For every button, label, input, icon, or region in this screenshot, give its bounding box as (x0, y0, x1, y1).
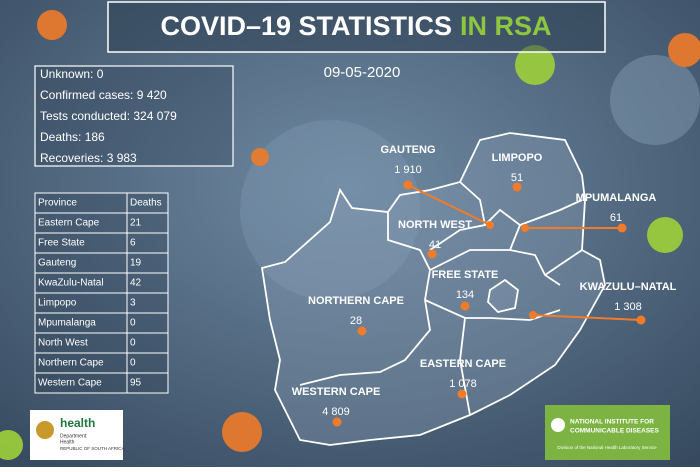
table-deaths: 95 (130, 378, 142, 389)
table-deaths: 6 (130, 238, 136, 249)
province-dot (521, 224, 529, 232)
province-name: LIMPOPO (492, 152, 543, 164)
province-name: MPUMALANGA (576, 192, 657, 204)
map (260, 132, 606, 446)
leader-line (532, 314, 642, 321)
table-province: Eastern Cape (38, 218, 100, 229)
province-name: GAUTENG (381, 144, 436, 156)
table-province: Western Cape (38, 378, 102, 389)
table-deaths: 21 (130, 218, 142, 229)
province-cases: 1 910 (394, 164, 422, 176)
province-cases: 28 (350, 315, 362, 327)
province-cases: 51 (511, 172, 523, 184)
province-name: KWAZULU–NATAL (580, 281, 677, 293)
province-cases: 41 (429, 239, 441, 251)
table-province: North West (38, 338, 88, 349)
nicd-logo: NATIONAL INSTITUTE FOR COMMUNICABLE DISE… (545, 405, 670, 460)
table-province: Limpopo (38, 298, 77, 309)
title: COVID–19 STATISTICS IN RSA (160, 11, 551, 41)
table-deaths: 0 (130, 318, 136, 329)
table-deaths: 19 (130, 258, 142, 269)
decorations (0, 10, 700, 460)
summary-line: Tests conducted: 324 079 (40, 109, 177, 123)
province-dot (357, 326, 367, 336)
province-dot (529, 311, 537, 319)
province-cases: 61 (610, 212, 622, 224)
province-cases: 1 078 (449, 378, 477, 390)
table-province: Mpumalanga (38, 318, 96, 329)
title-main: COVID–19 STATISTICS (160, 11, 452, 41)
table-province: Gauteng (38, 258, 76, 269)
table-deaths: 0 (130, 338, 136, 349)
province-name: NORTH WEST (398, 219, 472, 231)
province-dot (427, 249, 437, 259)
summary-line: Confirmed cases: 9 420 (40, 88, 167, 102)
province-name: NORTHERN CAPE (308, 295, 404, 307)
date: 09-05-2020 (324, 64, 401, 81)
health-line: Health (60, 439, 75, 445)
health-name: health (60, 416, 95, 430)
summary: Unknown: 0 Confirmed cases: 9 420 Tests co… (40, 67, 177, 165)
province-dot (617, 223, 627, 233)
table-province: Northern Cape (38, 358, 104, 369)
province-dot (457, 389, 467, 399)
table-deaths: 0 (130, 358, 136, 369)
table-deaths: 3 (130, 298, 136, 309)
province-dot (512, 182, 522, 192)
province-dot (403, 180, 413, 190)
province-dot (636, 315, 646, 325)
province-cases: 134 (456, 289, 474, 301)
summary-line: Unknown: 0 (40, 67, 104, 81)
deaths-table: Province Deaths Eastern Cape 21 Free State 6 G… (34, 192, 169, 394)
summary-line: Recoveries: 3 983 (40, 151, 137, 165)
province-dot (486, 221, 494, 229)
province-dot (332, 417, 342, 427)
table-deaths: 42 (130, 278, 142, 289)
province-cases: 4 809 (322, 406, 350, 418)
nicd-line: Division of the National Health Laborato… (557, 445, 657, 450)
table-province: Free State (38, 238, 85, 249)
province-dot (460, 301, 470, 311)
summary-box (34, 65, 234, 167)
province-markers: GAUTENG 1 910 LIMPOPO 51 MPUMALANGA 61 NORTH W… (292, 144, 677, 427)
province-cases: 1 308 (614, 301, 642, 313)
summary-line: Deaths: 186 (40, 130, 105, 144)
nicd-line: COMMUNICABLE DISEASES (570, 428, 660, 435)
nicd-line: NATIONAL INSTITUTE FOR (570, 419, 654, 426)
leader-line (407, 184, 491, 226)
health-line: REPUBLIC OF SOUTH AFRICA (60, 446, 125, 451)
province-name: FREE STATE (432, 269, 499, 281)
title-highlight: IN RSA (460, 11, 552, 41)
health-logo: health Department: Health REPUBLIC OF SO… (30, 410, 125, 460)
table-province: KwaZulu-Natal (38, 278, 104, 289)
title-box (107, 1, 606, 53)
health-line: Department: (60, 433, 88, 439)
table-header: Province (38, 198, 77, 209)
province-name: EASTERN CAPE (420, 358, 506, 370)
province-name: WESTERN CAPE (292, 386, 381, 398)
table-header: Deaths (130, 198, 162, 209)
